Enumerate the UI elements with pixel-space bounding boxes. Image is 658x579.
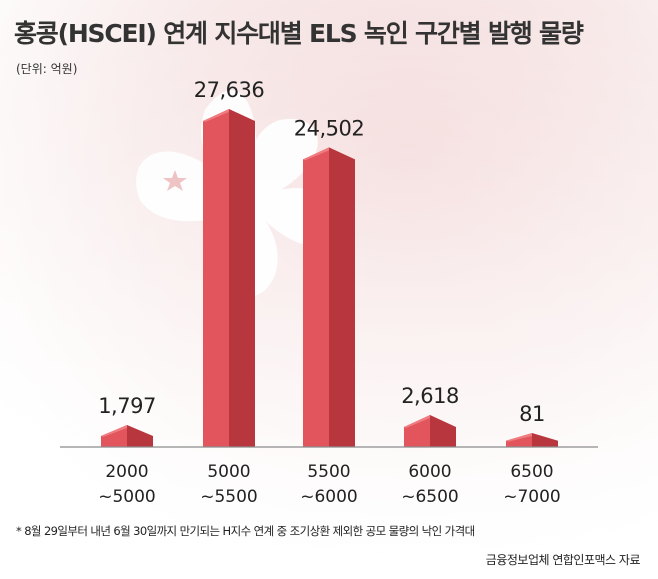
category-label-1-1: ~5500	[200, 487, 258, 507]
bar-4	[506, 433, 558, 447]
category-label-1-0: 5000	[207, 462, 250, 482]
value-label-0: 1,797	[98, 394, 156, 418]
value-label-2: 24,502	[294, 116, 364, 140]
source-note: 금융정보업체 연합인포맥스 자료	[485, 553, 641, 567]
category-label-3-0: 6000	[408, 462, 451, 482]
bar-1	[203, 109, 255, 447]
bar-0	[101, 425, 153, 447]
category-label-2-1: ~6000	[300, 487, 358, 507]
value-label-1: 27,636	[194, 78, 265, 102]
footnote: * 8월 29일부터 내년 6월 30일까지 만기되는 H지수 연계 중 조기상…	[16, 524, 475, 538]
chart-title: 홍콩(HSCEI) 연계 지수대별 ELS 녹인 구간별 발행 물량	[14, 19, 584, 48]
category-label-4-0: 6500	[510, 462, 553, 482]
category-label-4-1: ~7000	[503, 487, 561, 507]
value-label-3: 2,618	[401, 384, 459, 408]
category-label-3-1: ~6500	[401, 487, 459, 507]
category-label-0-1: ~5000	[98, 487, 156, 507]
bar-3	[404, 414, 456, 447]
category-label-2-0: 5500	[307, 462, 350, 482]
category-label-0-0: 2000	[105, 462, 148, 482]
unit-label: (단위: 억원)	[16, 62, 78, 76]
value-label-4: 81	[519, 402, 545, 426]
bar-2	[303, 147, 355, 448]
